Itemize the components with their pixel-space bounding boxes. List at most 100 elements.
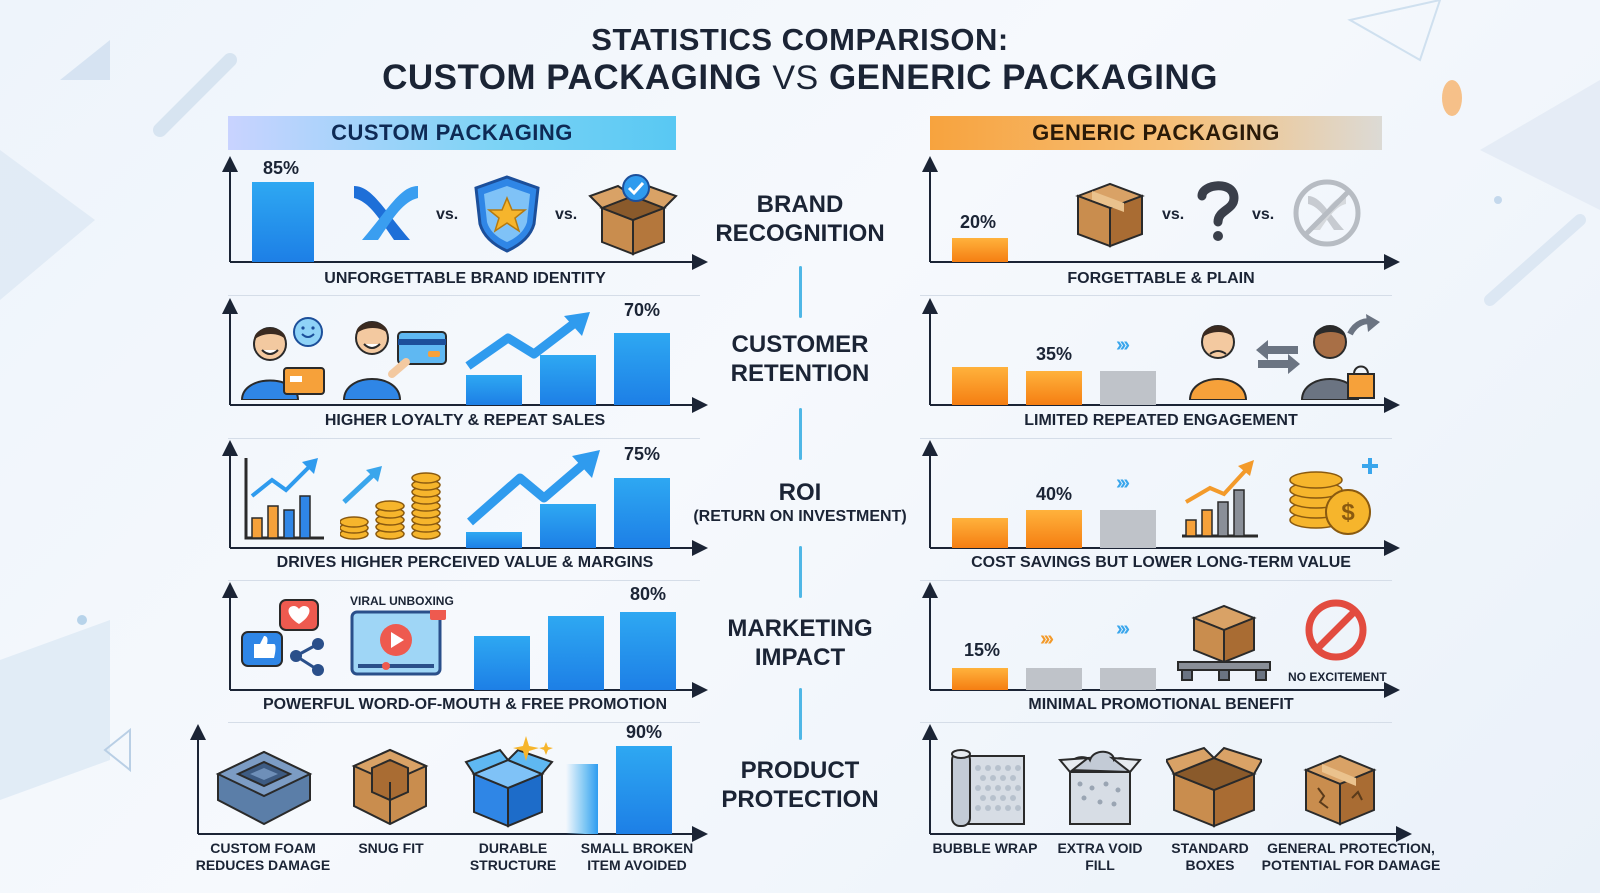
shield-star-icon: [474, 175, 540, 253]
sad-customer-icon: [1188, 325, 1248, 400]
row-separator: [920, 580, 1392, 581]
plain-box-icon: [1075, 182, 1145, 248]
category-protection-label1: PRODUCT: [740, 757, 860, 784]
bubble-wrap-icon: [951, 749, 1025, 827]
category-brand-label2: RECOGNITION: [715, 220, 885, 247]
brand-logo-icon: [354, 186, 418, 240]
row-separator: [228, 438, 700, 439]
pct-custom-roi: 75%: [624, 444, 661, 464]
category-roi: ROI (RETURN ON INVESTMENT): [680, 478, 920, 527]
column-header-custom: CUSTOM PACKAGING: [228, 116, 676, 150]
caption-generic-roi: COST SAVINGS BUT LOWER LONG-TERM VALUE: [971, 554, 1351, 571]
caption-custom-roi: DRIVES HIGHER PERCEIVED VALUE & MARGINS: [276, 554, 654, 571]
vs-label: vs.: [1252, 206, 1275, 223]
category-roi-sub: (RETURN ON INVESTMENT): [693, 508, 907, 525]
item-generic-void: EXTRA VOID FILL: [1057, 840, 1143, 873]
pct-generic-brand: 20%: [960, 212, 997, 232]
bar-generic-marketing-3: [1100, 668, 1156, 690]
category-roi-label1: ROI: [778, 479, 822, 506]
row-separator: [920, 438, 1392, 439]
category-brand-label1: BRAND: [756, 191, 844, 218]
bar-custom-protection: [616, 746, 672, 834]
bar-custom-roi: [614, 478, 670, 548]
coin-stack-icon: [340, 466, 441, 540]
vs-label: vs.: [555, 206, 578, 223]
category-marketing-label2: IMPACT: [754, 644, 846, 671]
bar-custom-marketing-2: [548, 616, 604, 690]
caption-generic-brand: FORGETTABLE & PLAIN: [1067, 270, 1255, 287]
bar-generic-retention: [1026, 371, 1082, 405]
damaged-box-icon: [1303, 754, 1377, 826]
column-header-generic: GENERIC PACKAGING: [930, 116, 1382, 150]
pct-custom-protection: 90%: [626, 722, 663, 742]
bar-generic-roi-1: [952, 518, 1008, 548]
bar-generic-retention-1: [952, 367, 1008, 405]
caption-custom-retention: HIGHER LOYALTY & REPEAT SALES: [324, 412, 606, 429]
growth-chart-icon: [244, 458, 324, 540]
row-separator: [228, 295, 700, 296]
video-play-icon: [350, 610, 446, 676]
title-generic: GENERIC PACKAGING: [828, 58, 1218, 97]
title-vs: VS: [772, 59, 819, 97]
pct-generic-retention: 35%: [1036, 344, 1073, 364]
caption-generic-marketing: MINIMAL PROMOTIONAL BENEFIT: [1028, 696, 1294, 713]
question-icon: [1197, 181, 1239, 241]
customer-card-icon: [342, 321, 447, 400]
chevrons-icon: ›››: [1040, 628, 1054, 650]
bar-generic-roi-3: [1100, 510, 1156, 548]
caption-custom-brand: UNFORGETTABLE BRAND IDENTITY: [324, 270, 606, 287]
pct-custom-brand: 85%: [263, 158, 300, 178]
coins-dollar-icon: $: [1289, 458, 1378, 535]
vs-label: vs.: [436, 206, 459, 223]
category-protection-label2: PROTECTION: [721, 786, 879, 813]
category-retention-label2: RETENTION: [730, 360, 870, 387]
no-excitement-label: NO EXCITEMENT: [1288, 670, 1387, 684]
title-custom: CUSTOM PACKAGING: [382, 58, 763, 97]
bar-custom-brand: [252, 182, 314, 262]
bar-custom-roi-2: [540, 504, 596, 548]
bar-custom-retention-1: [466, 375, 522, 405]
caption-custom-marketing: POWERFUL WORD-OF-MOUTH & FREE PROMOTION: [262, 696, 668, 713]
category-divider: [799, 266, 802, 318]
category-marketing-label1: MARKETING: [727, 615, 873, 642]
viral-unboxing-label: VIRAL UNBOXING: [350, 594, 454, 608]
row-separator: [920, 295, 1392, 296]
pct-generic-roi: 40%: [1036, 484, 1073, 504]
chevrons-icon: ›››: [1116, 334, 1130, 356]
box-on-pallet-icon: [1177, 604, 1271, 681]
bar-custom-protection-fade: [566, 764, 598, 834]
pct-generic-marketing: 15%: [964, 640, 1001, 660]
item-custom-foam: CUSTOM FOAM REDUCES DAMAGE: [195, 840, 331, 873]
social-icon: [241, 599, 324, 676]
category-retention: CUSTOMER RETENTION: [690, 330, 910, 388]
category-divider: [799, 546, 802, 598]
pct-custom-marketing: 80%: [630, 584, 667, 604]
caption-generic-retention: LIMITED REPEATED ENGAGEMENT: [1024, 412, 1298, 429]
item-custom-avoided: SMALL BROKEN ITEM AVOIDED: [580, 840, 694, 873]
bar-custom-roi-1: [466, 532, 522, 548]
pct-custom-retention: 70%: [624, 300, 661, 320]
chevrons-icon: ›››: [1116, 472, 1130, 494]
item-custom-durable: DURABLE STRUCTURE: [469, 840, 557, 873]
sparkle-box-icon: [464, 736, 554, 828]
category-brand: BRAND RECOGNITION: [690, 190, 910, 248]
row-separator: [228, 580, 700, 581]
item-generic-bubble: BUBBLE WRAP: [932, 840, 1038, 856]
svg-text:$: $: [1341, 499, 1355, 526]
happy-customer-icon: [240, 317, 325, 400]
bar-generic-marketing-2: [1026, 668, 1082, 690]
prohibited-icon: [1305, 599, 1367, 661]
title-line-1: STATISTICS COMPARISON:: [591, 22, 1009, 57]
vs-label: vs.: [1162, 206, 1185, 223]
swap-arrows-icon: [1256, 340, 1300, 374]
bar-custom-marketing: [620, 612, 676, 690]
bar-custom-marketing-1: [474, 636, 530, 690]
row-separator: [920, 722, 1392, 723]
foam-insert-icon: [215, 750, 313, 826]
item-generic-standard: STANDARD BOXES: [1171, 840, 1249, 873]
small-growth-chart-icon: [1182, 460, 1258, 538]
open-box-check-icon: [588, 174, 678, 256]
category-protection: PRODUCT PROTECTION: [690, 756, 910, 814]
